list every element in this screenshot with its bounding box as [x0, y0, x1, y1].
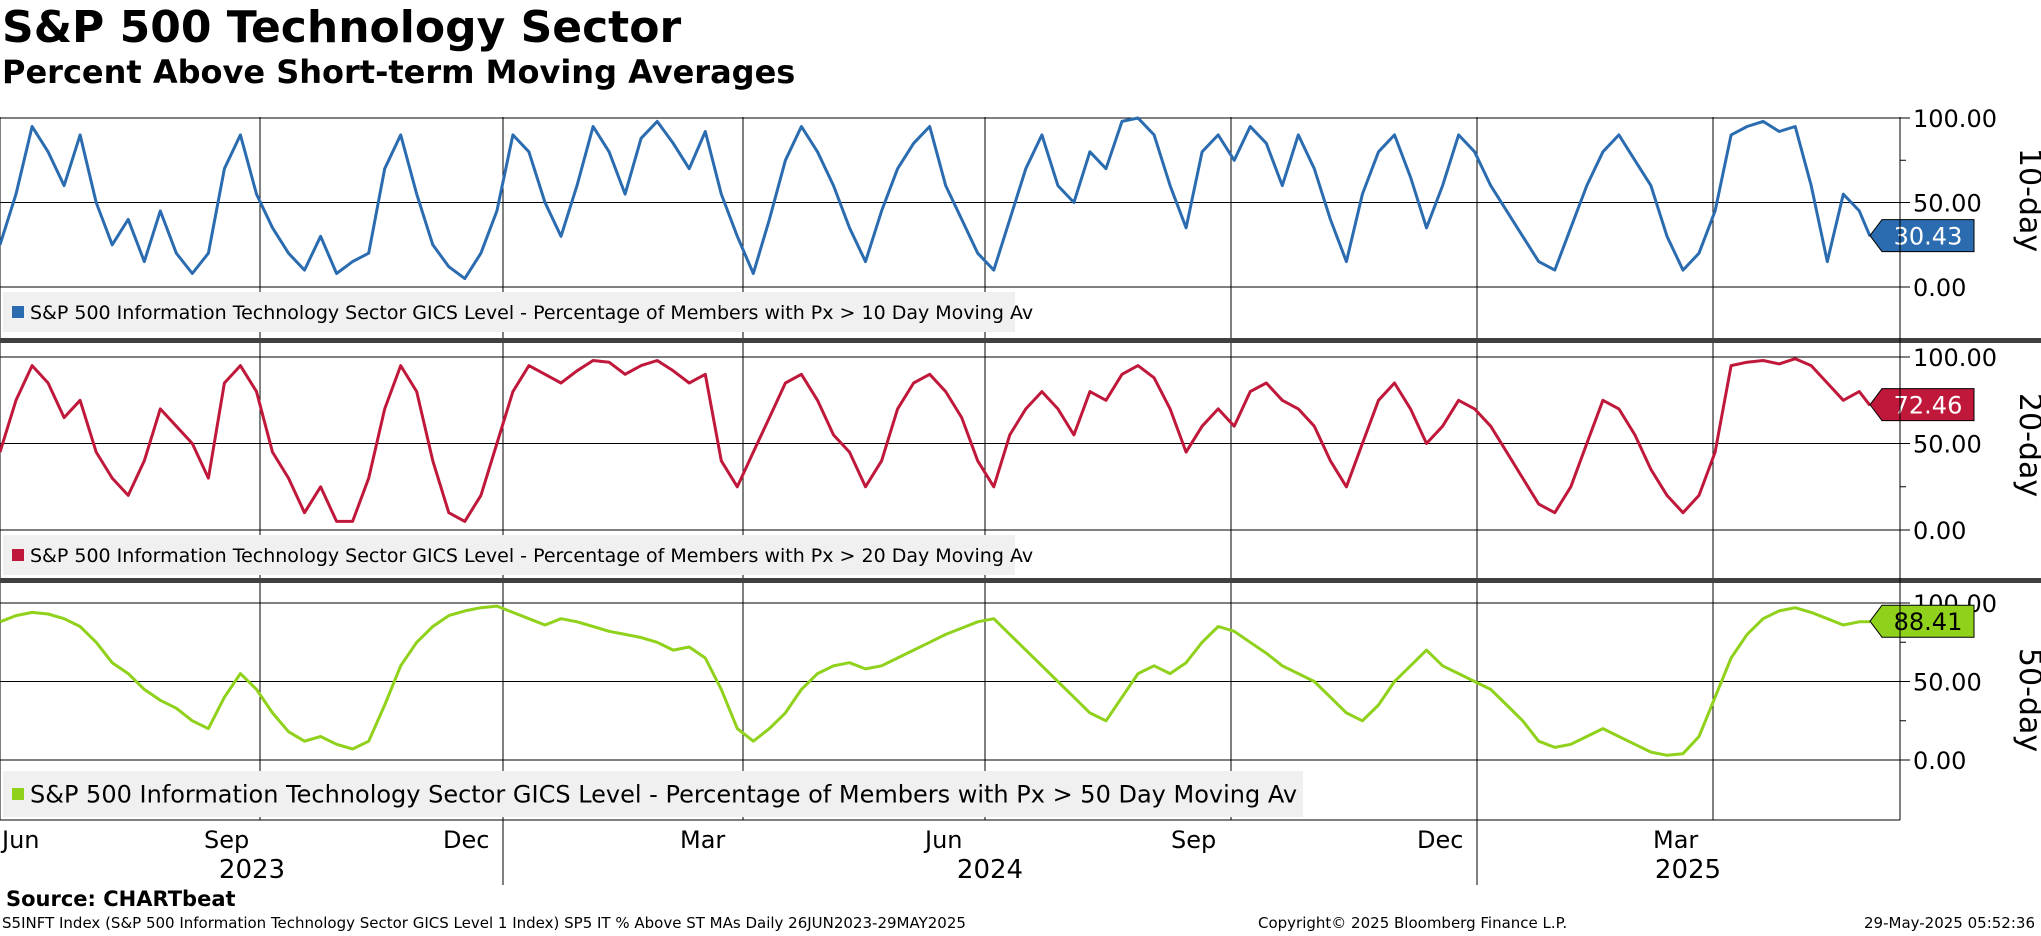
y-tick-label: 50.00	[1913, 190, 1982, 218]
y-tick-label: 0.00	[1913, 274, 1966, 302]
x-year-label: 2024	[957, 855, 1023, 885]
x-tick-label: Jun	[923, 826, 963, 854]
footer-description: S5INFT Index (S&P 500 Information Techno…	[2, 914, 966, 932]
chart-title: S&P 500 Technology Sector	[2, 2, 682, 53]
legend-swatch	[12, 306, 24, 318]
y-tick-label: 50.00	[1913, 669, 1982, 697]
source-label: Source: CHARTbeat	[6, 887, 236, 911]
legend-label: S&P 500 Information Technology Sector GI…	[30, 781, 1297, 809]
panel-divider	[0, 578, 2041, 583]
series-line-50-day	[0, 604, 1870, 757]
x-year-label: 2025	[1655, 855, 1721, 885]
x-tick-label: Jun	[0, 826, 40, 854]
legend-box	[3, 771, 1303, 817]
y-tick-label: 100.00	[1913, 105, 1997, 133]
series-line-20-day	[0, 357, 1872, 523]
legend-swatch	[12, 788, 24, 800]
last-value-label: 88.41	[1894, 608, 1963, 636]
x-tick-label: Sep	[204, 826, 249, 854]
y-tick-label: 0.00	[1913, 747, 1966, 775]
x-tick-label: Mar	[680, 826, 725, 854]
series-line-10-day	[0, 116, 1872, 281]
y-tick-label: 0.00	[1913, 517, 1966, 545]
legend-label: S&P 500 Information Technology Sector GI…	[30, 545, 1033, 567]
panel-divider	[0, 338, 2041, 343]
x-tick-label: Sep	[1171, 826, 1216, 854]
x-tick-label: Dec	[1417, 826, 1463, 854]
x-tick-label: Mar	[1653, 826, 1698, 854]
legend-box	[3, 292, 1015, 332]
last-value-badge	[1869, 604, 1975, 638]
chart-subtitle: Percent Above Short-term Moving Averages	[2, 53, 796, 91]
axis-label-10-day: 10-day	[2012, 148, 2041, 252]
footer-timestamp: 29-May-2025 05:52:36	[1864, 914, 2035, 932]
y-tick-label: 100.00	[1913, 344, 1997, 372]
y-tick-label: 50.00	[1913, 431, 1982, 459]
axis-label-20-day: 20-day	[2012, 393, 2041, 497]
x-year-label: 2023	[219, 855, 285, 885]
last-value-label: 30.43	[1894, 223, 1963, 251]
x-tick-label: Dec	[443, 826, 489, 854]
axis-label-50-day: 50-day	[2012, 648, 2041, 752]
last-value-badge	[1869, 219, 1975, 253]
last-value-badge	[1869, 388, 1975, 422]
legend-swatch	[12, 549, 24, 561]
legend-label: S&P 500 Information Technology Sector GI…	[30, 302, 1033, 324]
legend-box	[3, 535, 1015, 575]
footer-copyright: Copyright© 2025 Bloomberg Finance L.P.	[1258, 914, 1568, 932]
last-value-label: 72.46	[1894, 392, 1963, 420]
